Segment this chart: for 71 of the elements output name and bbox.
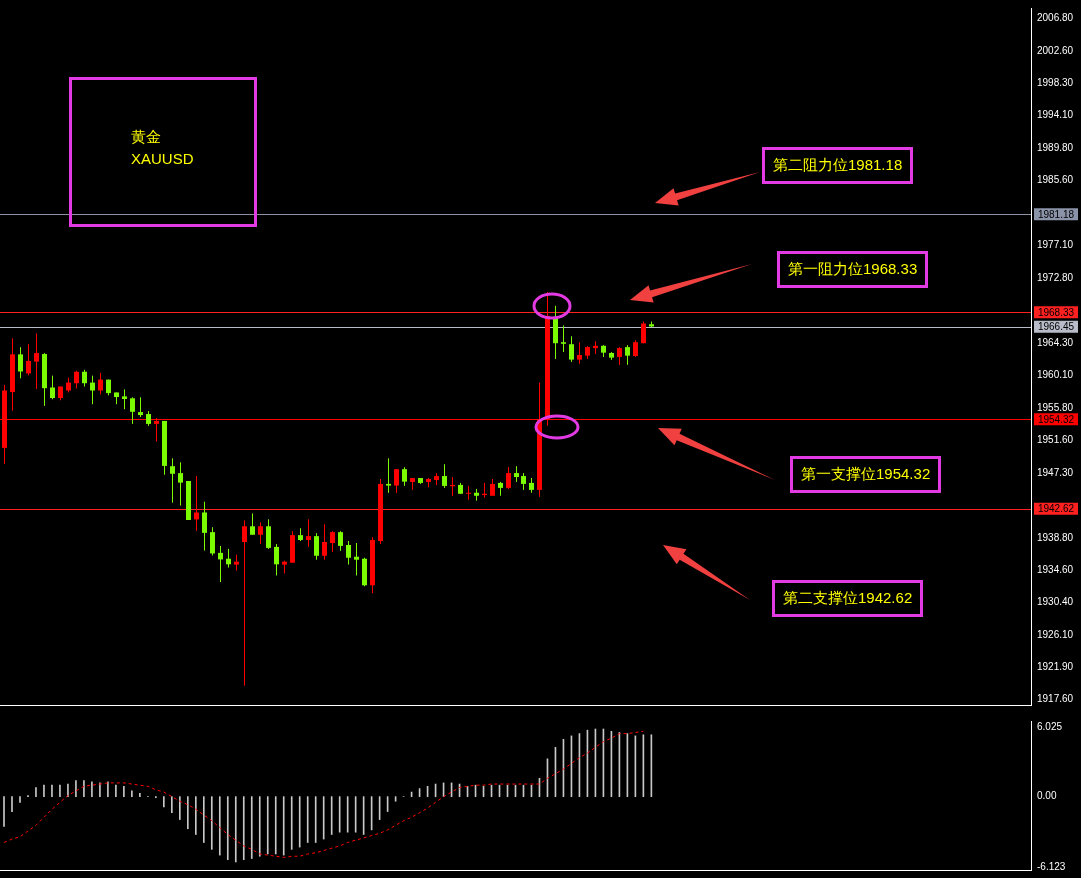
annotation: 第一支撑位1954.32: [790, 456, 942, 493]
candlestick: [194, 475, 199, 532]
line-series: [3, 730, 644, 858]
y-tick-label: 1917.60: [1037, 693, 1074, 705]
candlestick: [138, 396, 143, 418]
y-tick-label: 1964.30: [1037, 336, 1074, 348]
ref-line-label: 1942.62: [1037, 502, 1075, 514]
candlestick: [18, 346, 23, 379]
y-tick-label: 1947.30: [1037, 466, 1074, 478]
y-tick-label: 1960.10: [1037, 368, 1074, 380]
y-tick-label: 2006.80: [1037, 12, 1074, 24]
candlestick: [466, 485, 471, 501]
candlestick: [250, 512, 255, 536]
candlestick: [266, 518, 271, 550]
candlestick: [170, 457, 175, 504]
annotation: 第二支撑位1942.62: [772, 580, 924, 617]
candlestick: [26, 343, 31, 376]
candlestick: [442, 463, 447, 489]
y-tick-label: 1994.10: [1037, 109, 1074, 121]
candlestick: [130, 396, 135, 425]
y-tick-label: 1934.60: [1037, 563, 1074, 575]
y-tick-label: 1985.60: [1037, 174, 1074, 186]
candlestick: [625, 344, 630, 366]
y-tick-label: 1926.10: [1037, 628, 1074, 640]
y-tick-label: 1921.90: [1037, 660, 1074, 672]
y-tick-label: 1977.10: [1037, 239, 1074, 251]
candlestick: [394, 468, 399, 494]
candlestick: [346, 540, 351, 566]
candlestick: [306, 518, 311, 548]
candlestick: [258, 521, 263, 545]
candlestick: [274, 543, 279, 576]
y-tick-label: 1989.80: [1037, 142, 1074, 154]
ref-line-label: 1966.45: [1037, 320, 1075, 332]
candlestick: [50, 375, 55, 400]
text: XAUUSD: [131, 149, 195, 169]
y-tick-label: 1972.80: [1037, 272, 1074, 283]
candlestick: [386, 457, 391, 494]
y-tick-label: 1955.80: [1037, 401, 1074, 413]
candlestick: [354, 542, 359, 576]
ref-line-label: 1954.32: [1037, 413, 1075, 425]
y-tick-label: 1930.40: [1037, 595, 1074, 607]
candlestick: [402, 466, 407, 487]
candlestick: [218, 545, 223, 583]
y-tick-label: -6.123: [1037, 860, 1066, 872]
candlestick: [122, 388, 127, 410]
candlestick: [178, 461, 183, 507]
ref-line-label: 1968.33: [1037, 306, 1075, 318]
text: 黄金: [131, 127, 162, 147]
candlestick: [330, 530, 335, 553]
candlestick: [338, 530, 343, 552]
y-tick-label: 6.025: [1037, 721, 1063, 733]
candlestick: [34, 332, 39, 390]
y-tick-label: 0.00: [1037, 790, 1057, 802]
candlestick: [322, 523, 327, 561]
y-tick-label: 1938.80: [1037, 531, 1074, 543]
candlestick: [202, 501, 207, 552]
y-tick-label: 1998.30: [1037, 77, 1074, 89]
candlestick: [577, 341, 582, 365]
y-tick-label: 2002.60: [1037, 44, 1074, 56]
ref-line-label: 1981.18: [1037, 208, 1075, 220]
candlestick: [506, 466, 511, 490]
annotation: 第二阻力位1981.18: [762, 147, 914, 184]
candlestick: [561, 325, 566, 353]
candlestick: [90, 375, 95, 405]
annotation: 第一阻力位1968.33: [777, 251, 929, 288]
candlestick: [210, 526, 215, 556]
candlestick: [98, 372, 103, 395]
y-tick-label: 1951.60: [1037, 433, 1074, 445]
candlestick: [314, 532, 319, 561]
candlestick: [242, 519, 247, 687]
candlestick: [569, 335, 574, 363]
